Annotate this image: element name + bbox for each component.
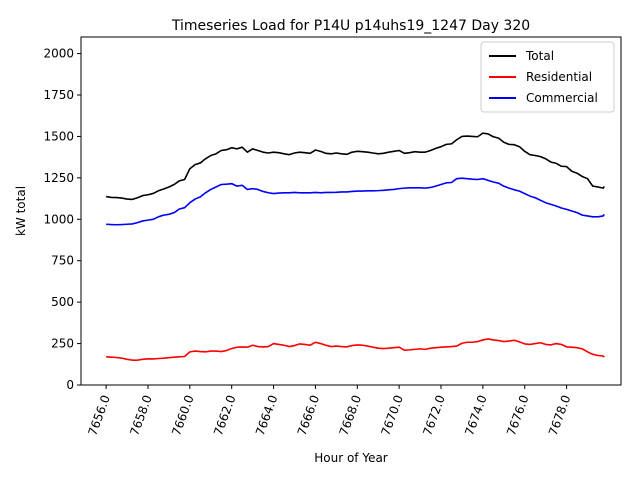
y-tick-label: 250: [51, 337, 74, 351]
series-line-residential: [106, 338, 605, 361]
y-tick-label: 1000: [43, 212, 74, 226]
y-tick-label: 1750: [43, 88, 74, 102]
legend-label-commercial: Commercial: [526, 91, 598, 105]
y-tick-label: 1500: [43, 129, 74, 143]
legend-label-residential: Residential: [526, 70, 592, 84]
series-layer: [105, 132, 605, 361]
plot-frame: [80, 36, 622, 386]
legend-label-total: Total: [525, 49, 554, 63]
y-tick-label: 0: [66, 378, 74, 392]
chart-title: Timeseries Load for P14U p14uhs19_1247 D…: [171, 18, 530, 34]
legend-box: [480, 41, 615, 113]
series-line-total: [105, 132, 605, 201]
x-axis-label: Hour of Year: [314, 451, 388, 465]
legend: Total Residential Commercial: [480, 41, 615, 113]
y-tick-label: 750: [51, 254, 74, 268]
y-tick-label: 1250: [43, 171, 74, 185]
y-axis: 0 250 500 750 1000 1250 1500 1750 2000: [43, 47, 81, 392]
y-axis-label: kW total: [14, 186, 28, 236]
y-tick-label: 500: [51, 295, 74, 309]
series-line-commercial: [106, 177, 605, 226]
y-tick-label: 2000: [43, 47, 74, 61]
